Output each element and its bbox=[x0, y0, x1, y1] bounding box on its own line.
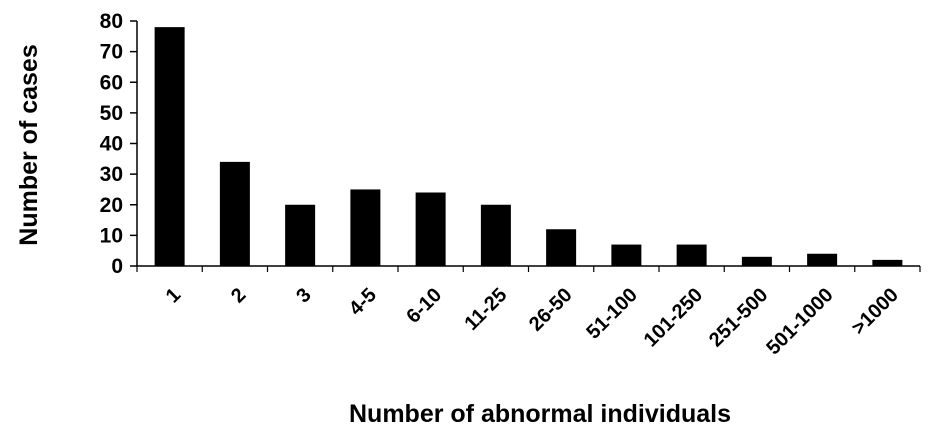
bar bbox=[546, 229, 577, 266]
bar bbox=[154, 27, 185, 266]
y-tick-label: 30 bbox=[100, 163, 123, 186]
y-tick-label: 0 bbox=[111, 255, 123, 278]
y-tick-label: 50 bbox=[100, 102, 123, 125]
x-category-label: 11-25 bbox=[460, 284, 511, 335]
x-category-label: 26-50 bbox=[525, 284, 577, 336]
y-tick-label: 40 bbox=[100, 133, 123, 156]
y-tick-label: 10 bbox=[100, 224, 123, 247]
x-axis-title: Number of abnormal individuals bbox=[349, 400, 731, 428]
y-tick-label: 80 bbox=[100, 10, 123, 33]
x-category-label: 4-5 bbox=[345, 284, 381, 320]
x-category-label: 2 bbox=[227, 284, 250, 307]
x-category-label: 3 bbox=[292, 284, 315, 307]
bar bbox=[872, 259, 903, 266]
y-axis-title: Number of cases bbox=[15, 44, 43, 245]
y-axis: 0 10 20 30 40 50 60 70 80 Number of cases bbox=[15, 10, 138, 278]
bar bbox=[285, 204, 316, 266]
x-axis-ticks bbox=[136, 266, 921, 272]
bar bbox=[219, 161, 250, 266]
y-tick-label: 70 bbox=[100, 41, 123, 64]
x-axis-category-labels: 1 2 3 4-5 6-10 11-25 26-50 51-100101-250251-500… bbox=[162, 284, 903, 359]
bar bbox=[676, 244, 707, 266]
x-category-label: 101-250 bbox=[640, 284, 707, 351]
bar bbox=[741, 256, 772, 266]
bar bbox=[480, 204, 511, 266]
bar bbox=[415, 192, 446, 266]
bar bbox=[611, 244, 642, 266]
bar bbox=[350, 189, 381, 266]
bar bbox=[807, 253, 838, 266]
y-tick-label: 60 bbox=[100, 71, 123, 94]
x-category-label: 1 bbox=[162, 284, 185, 307]
x-category-label: 6-10 bbox=[402, 284, 446, 328]
x-category-label: 51-100 bbox=[582, 284, 642, 344]
y-axis-ticks: 0 10 20 30 40 50 60 70 80 bbox=[100, 10, 137, 278]
x-category-label: 501-1000 bbox=[762, 284, 837, 359]
x-category-label: >1000 bbox=[848, 284, 903, 339]
bars bbox=[154, 27, 903, 266]
x-category-label: 251-500 bbox=[705, 284, 772, 351]
y-tick-label: 20 bbox=[100, 194, 123, 217]
x-axis: 1 2 3 4-5 6-10 11-25 26-50 51-100101-250251-500… bbox=[136, 265, 921, 428]
